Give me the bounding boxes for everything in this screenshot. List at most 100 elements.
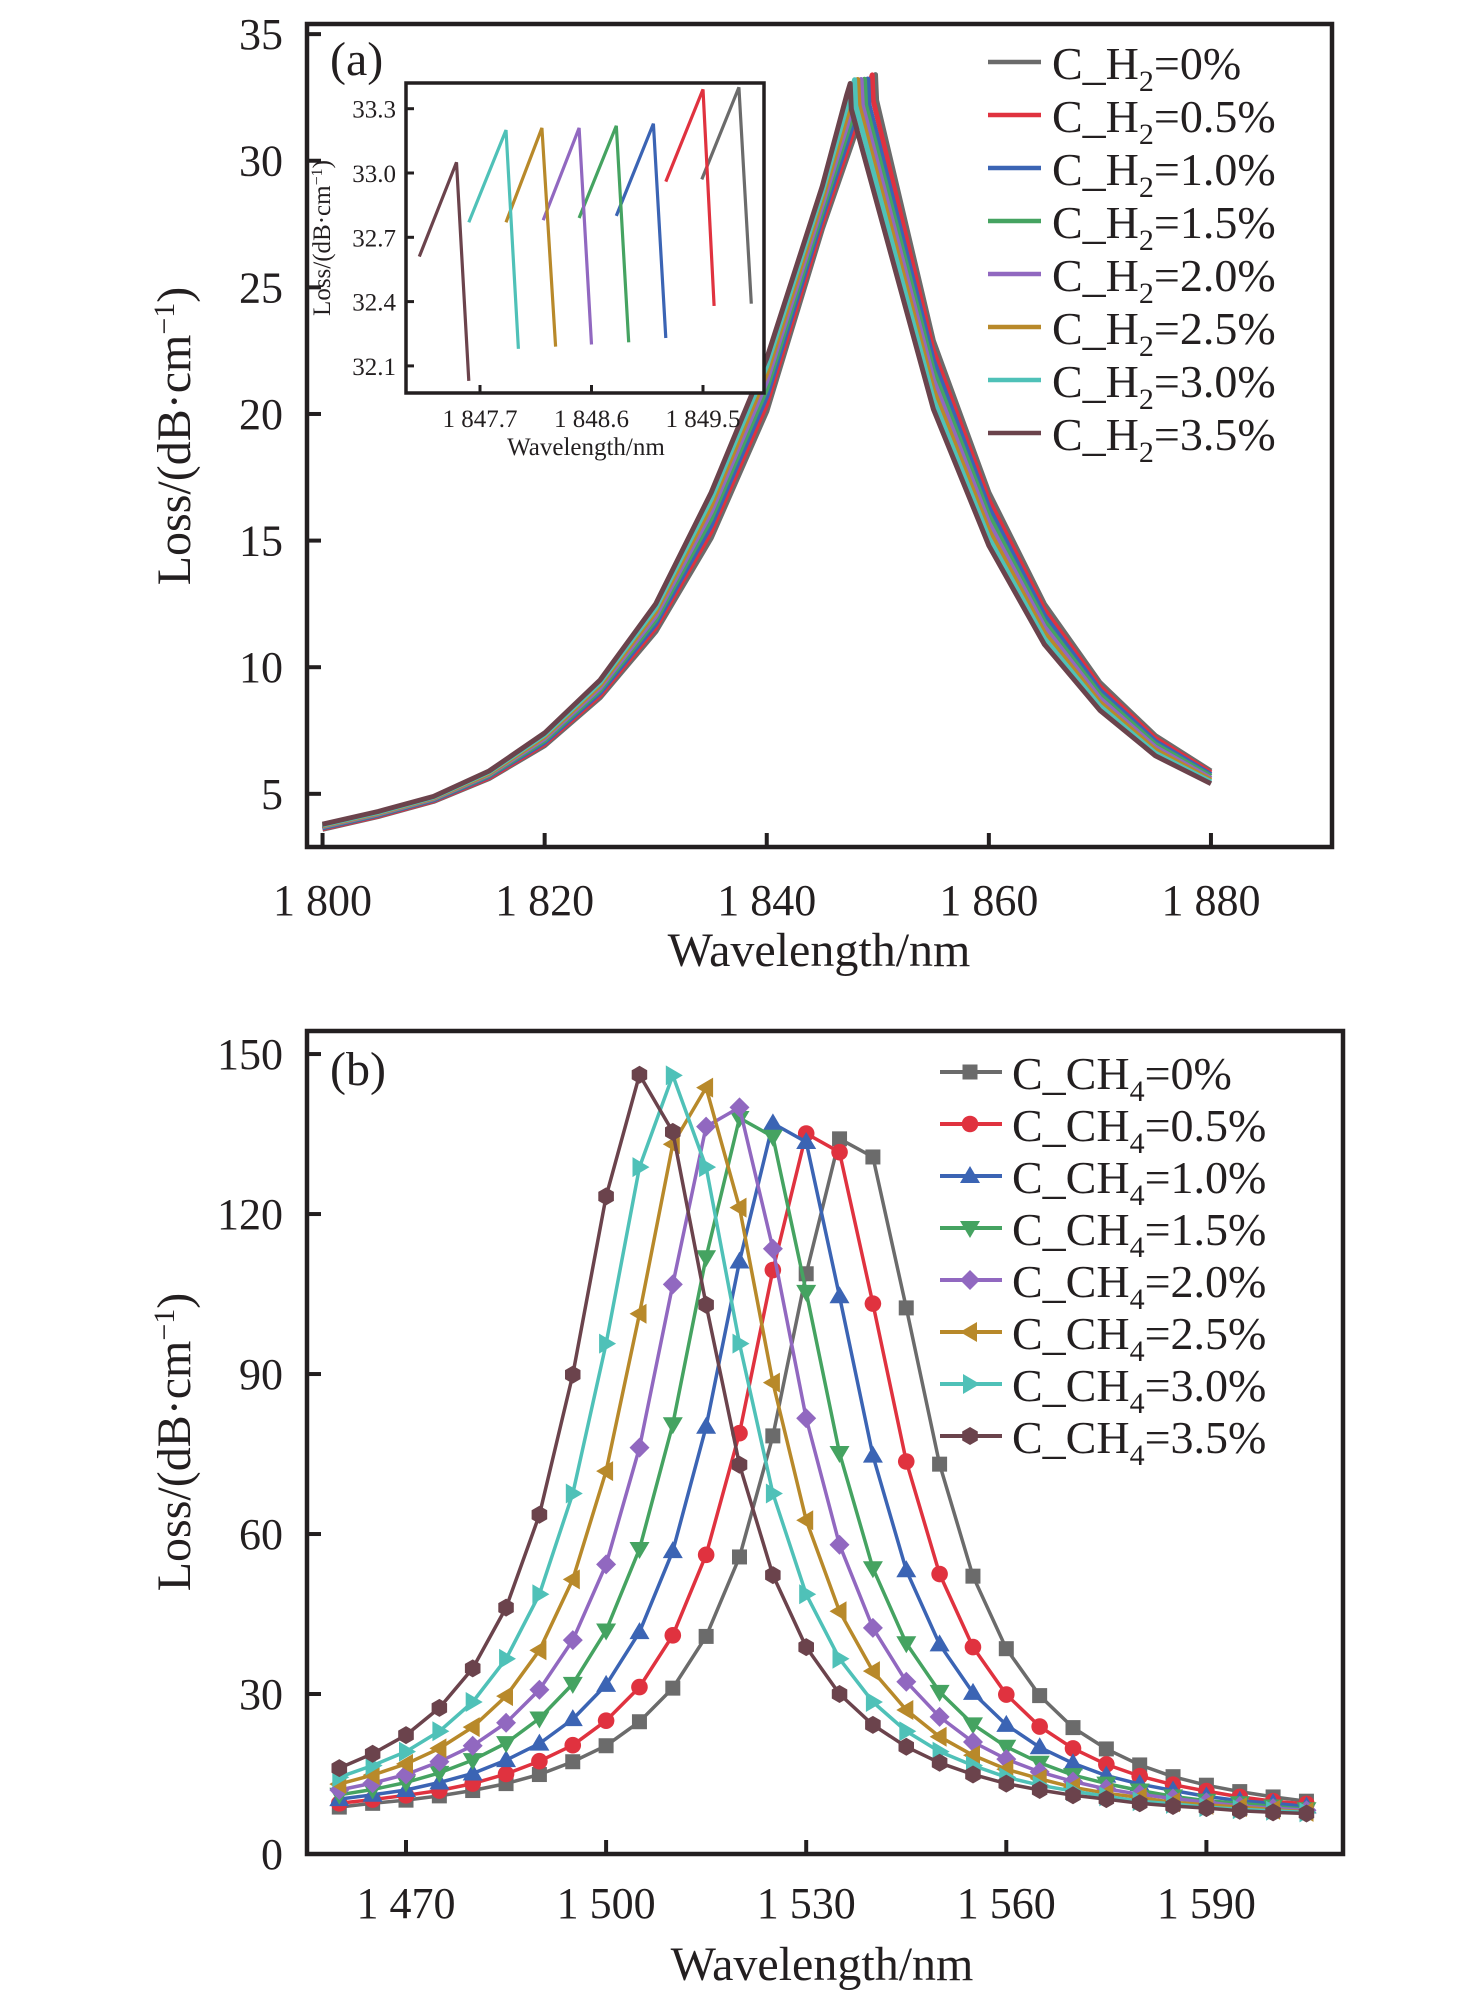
data-point — [462, 1763, 483, 1781]
legend-label: C_CH4=0.5% — [1012, 1100, 1266, 1160]
legend-item-b: C_CH4=2.0% — [940, 1256, 1266, 1316]
data-point — [929, 1684, 950, 1702]
data-point — [1065, 1720, 1081, 1736]
data-point — [497, 1765, 515, 1783]
data-point — [429, 1765, 450, 1783]
y-tick-label-a: 35 — [239, 10, 283, 59]
panel-b-frame — [304, 1028, 1346, 1857]
inset-series-line-4 — [541, 127, 594, 345]
x-tick-label-b: 1 470 — [357, 1879, 456, 1928]
data-point — [964, 1638, 982, 1656]
x-tick-label-b: 1 500 — [557, 1879, 656, 1928]
data-point — [1232, 1801, 1248, 1820]
legend-marker — [960, 1166, 980, 1183]
inset-y-ticks: 32.1 32.4 32.7 33.0 33.3 — [352, 97, 414, 381]
data-point — [765, 1566, 781, 1585]
data-point — [496, 1686, 513, 1707]
legend-item-b: C_CH4=1.0% — [940, 1152, 1266, 1212]
data-point — [831, 1143, 848, 1161]
inset-x-tick-label: 1 847.7 — [443, 406, 518, 433]
data-point — [665, 1680, 681, 1696]
inset-y-tick-label: 32.1 — [352, 354, 396, 381]
data-point — [362, 1765, 380, 1786]
data-point — [829, 1601, 847, 1622]
data-point — [1098, 1790, 1115, 1809]
legend-label: C_CH4=2.5% — [1012, 1308, 1266, 1368]
data-point — [796, 1510, 814, 1531]
data-point — [762, 1238, 783, 1259]
data-point — [865, 1692, 883, 1712]
data-point — [696, 1077, 714, 1098]
data-point — [765, 1483, 783, 1504]
legend-marker — [960, 1270, 980, 1290]
panel-a-chart: 1 800 1 820 1 840 1 860 1 880 5101520253035 … — [148, 10, 1335, 977]
data-point — [796, 1408, 817, 1429]
data-point — [862, 1561, 883, 1579]
data-point — [696, 1116, 717, 1137]
data-point — [529, 1679, 550, 1700]
data-point — [598, 1187, 614, 1206]
data-point — [932, 1456, 948, 1472]
panel-b-y-axis-label: Loss/(dB·cm−1) — [148, 1293, 202, 1592]
data-point — [596, 1623, 617, 1641]
data-point — [699, 1157, 717, 1178]
legend-marker — [960, 1221, 980, 1238]
data-point — [562, 1569, 580, 1590]
series-b-0 — [331, 1131, 1314, 1815]
y-tick-label-b: 60 — [239, 1510, 283, 1559]
data-point — [1298, 1804, 1315, 1823]
x-tick-label-a: 1 820 — [495, 876, 594, 925]
data-point — [597, 1712, 615, 1729]
data-point — [565, 1483, 583, 1504]
data-point — [862, 1445, 883, 1463]
inset-x-tick-label: 1 849.5 — [666, 406, 741, 433]
legend-marker — [963, 1374, 980, 1394]
data-point — [762, 1129, 783, 1147]
data-point — [631, 1065, 648, 1084]
data-point — [896, 1636, 917, 1654]
inset-series-line-1 — [664, 88, 716, 306]
data-point — [496, 1712, 516, 1733]
data-point — [862, 1661, 880, 1682]
data-point — [529, 1640, 547, 1661]
data-point — [462, 1717, 480, 1738]
data-point — [662, 1541, 683, 1559]
inset-x-axis-label: Wavelength/nm — [507, 434, 665, 461]
data-point — [762, 1113, 783, 1131]
data-point — [1031, 1718, 1048, 1735]
data-point — [963, 1717, 983, 1735]
panel-a-frame — [304, 21, 1335, 850]
data-point — [531, 1752, 548, 1770]
legend-item-b: C_CH4=3.0% — [940, 1360, 1266, 1420]
data-point — [696, 1416, 717, 1434]
inset-y-tick-label: 33.3 — [352, 97, 396, 124]
data-point — [963, 1682, 983, 1700]
data-point — [1098, 1741, 1114, 1757]
data-point — [596, 1674, 617, 1692]
inset-series-line-0 — [700, 86, 753, 304]
data-point — [762, 1372, 780, 1393]
data-point — [432, 1721, 450, 1742]
legend-item-b: C_CH4=0% — [940, 1048, 1232, 1108]
y-tick-label-a: 5 — [261, 770, 283, 819]
x-tick-label-a: 1 880 — [1161, 876, 1260, 925]
data-point — [599, 1333, 617, 1354]
data-point — [929, 1726, 947, 1747]
panel-a-legend: C_H2=0%C_H2=0.5%C_H2=1.0%C_H2=1.5%C_H2=2… — [988, 38, 1276, 469]
data-point — [865, 1715, 881, 1734]
data-point — [364, 1744, 381, 1763]
inset-curves — [417, 86, 753, 381]
data-point — [865, 1149, 881, 1165]
legend-label: C_CH4=1.0% — [1012, 1152, 1266, 1212]
inset-series-line-7 — [417, 161, 471, 381]
data-point — [1165, 1797, 1181, 1815]
data-point — [464, 1659, 481, 1678]
y-tick-label-a: 30 — [239, 137, 283, 186]
series-line-a-7 — [321, 81, 1213, 827]
data-point — [731, 1455, 748, 1474]
data-point — [1065, 1786, 1081, 1805]
data-point — [529, 1711, 550, 1729]
legend-item-b: C_CH4=3.5% — [940, 1412, 1266, 1472]
data-point — [862, 1617, 883, 1638]
legend-item-a: C_H2=2.5% — [988, 303, 1276, 363]
